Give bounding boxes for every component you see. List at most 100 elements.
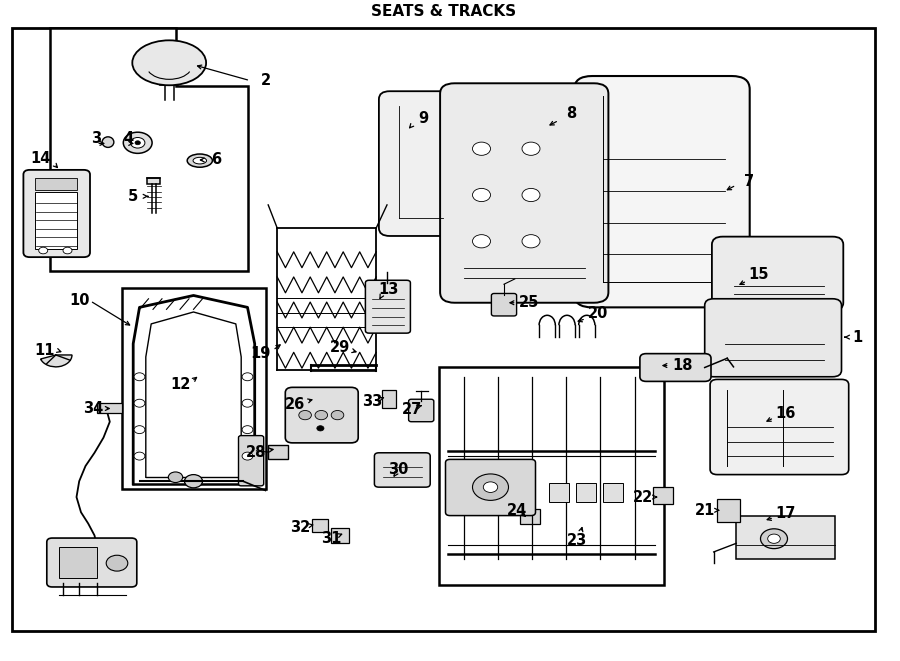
Bar (549, 483, 569, 502)
Text: 15: 15 (749, 267, 769, 282)
Circle shape (134, 426, 145, 434)
Text: 32: 32 (291, 520, 310, 535)
FancyBboxPatch shape (574, 76, 750, 307)
FancyBboxPatch shape (705, 299, 842, 377)
Text: 19: 19 (251, 346, 271, 361)
Bar (576, 483, 596, 502)
Circle shape (242, 399, 253, 407)
Bar (312, 519, 328, 532)
Circle shape (106, 555, 128, 571)
Text: 7: 7 (743, 174, 754, 188)
Text: 6: 6 (211, 153, 221, 167)
Text: 22: 22 (633, 490, 652, 504)
Text: SEATS & TRACKS: SEATS & TRACKS (371, 5, 517, 19)
Bar (736, 516, 835, 559)
Wedge shape (40, 355, 72, 367)
FancyBboxPatch shape (491, 293, 517, 316)
Text: 25: 25 (519, 295, 539, 310)
Bar (653, 487, 673, 504)
Circle shape (768, 534, 780, 543)
Text: 27: 27 (402, 402, 422, 416)
Text: 24: 24 (507, 503, 526, 518)
Bar (147, 178, 160, 184)
Circle shape (315, 410, 328, 420)
Circle shape (522, 188, 540, 202)
Circle shape (472, 474, 508, 500)
Circle shape (299, 410, 311, 420)
Bar (603, 483, 623, 502)
Text: 21: 21 (695, 503, 715, 518)
Circle shape (168, 472, 183, 483)
Bar (439, 367, 664, 585)
Ellipse shape (194, 157, 207, 164)
Bar (268, 445, 288, 459)
FancyBboxPatch shape (640, 354, 711, 381)
Text: 33: 33 (362, 395, 382, 409)
Text: 4: 4 (123, 132, 134, 146)
FancyBboxPatch shape (712, 237, 843, 311)
Ellipse shape (187, 154, 212, 167)
Text: 16: 16 (776, 406, 796, 420)
Circle shape (317, 426, 324, 431)
FancyBboxPatch shape (285, 387, 358, 443)
Text: 1: 1 (852, 330, 863, 344)
Bar (520, 509, 540, 524)
FancyBboxPatch shape (374, 453, 430, 487)
Text: 30: 30 (389, 462, 409, 477)
Ellipse shape (132, 40, 206, 85)
Bar (122, 288, 266, 489)
Circle shape (242, 426, 253, 434)
FancyBboxPatch shape (440, 83, 608, 303)
Text: 23: 23 (567, 533, 587, 547)
Text: 14: 14 (31, 151, 50, 166)
Circle shape (134, 452, 145, 460)
Text: 3: 3 (91, 132, 102, 146)
Text: 10: 10 (69, 293, 89, 308)
Text: 34: 34 (83, 401, 103, 416)
Text: 11: 11 (35, 343, 55, 358)
Circle shape (522, 142, 540, 155)
Circle shape (63, 247, 72, 254)
Ellipse shape (103, 137, 113, 147)
FancyBboxPatch shape (23, 170, 90, 257)
Text: 29: 29 (330, 340, 350, 354)
Circle shape (130, 137, 145, 148)
Circle shape (123, 132, 152, 153)
Text: 26: 26 (285, 397, 305, 412)
Circle shape (134, 399, 145, 407)
FancyBboxPatch shape (446, 459, 536, 516)
Bar (35, 192, 77, 249)
Bar (382, 390, 396, 408)
FancyBboxPatch shape (409, 399, 434, 422)
Circle shape (331, 410, 344, 420)
Circle shape (242, 452, 253, 460)
Bar (717, 499, 740, 522)
Polygon shape (50, 28, 248, 271)
Circle shape (39, 247, 48, 254)
Circle shape (483, 482, 498, 492)
Text: 18: 18 (672, 358, 692, 373)
Circle shape (472, 188, 490, 202)
Circle shape (134, 373, 145, 381)
Bar (97, 403, 122, 413)
Bar (35, 178, 77, 190)
Text: 2: 2 (260, 73, 271, 88)
Text: 8: 8 (566, 106, 577, 121)
Circle shape (760, 529, 788, 549)
Circle shape (135, 141, 140, 145)
FancyBboxPatch shape (365, 280, 410, 333)
Text: 28: 28 (247, 445, 266, 459)
Text: 17: 17 (776, 506, 796, 521)
FancyBboxPatch shape (238, 436, 264, 486)
Circle shape (472, 235, 490, 248)
Bar (58, 547, 97, 578)
Text: 31: 31 (321, 531, 341, 546)
FancyBboxPatch shape (379, 91, 462, 236)
Circle shape (184, 475, 202, 488)
Text: 13: 13 (379, 282, 399, 297)
FancyBboxPatch shape (47, 538, 137, 587)
Circle shape (522, 235, 540, 248)
Text: 9: 9 (418, 112, 428, 126)
Bar (331, 528, 349, 543)
Circle shape (242, 373, 253, 381)
